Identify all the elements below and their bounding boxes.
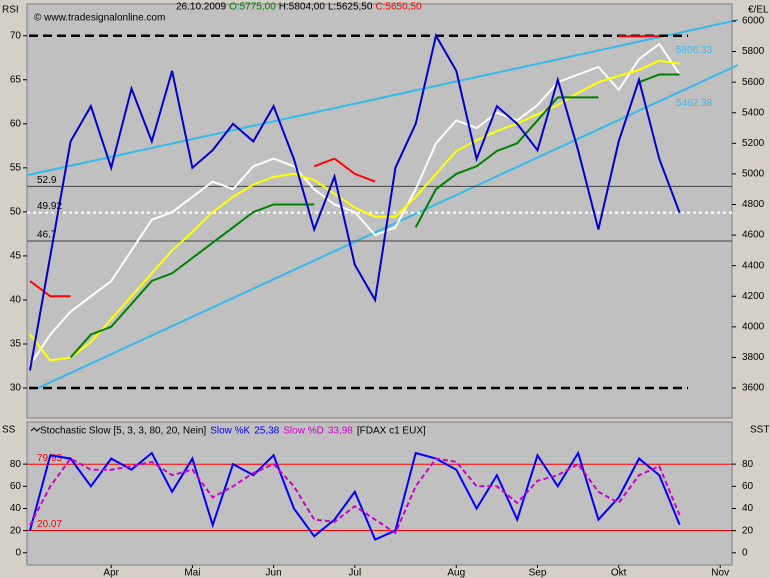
k-legend: Slow %K — [210, 426, 250, 437]
close: C:5650,50 — [375, 2, 422, 13]
series-line — [29, 457, 681, 535]
y2-tick-label: 80 — [742, 459, 754, 470]
series-line — [29, 450, 681, 541]
indicator-title: Stochastic Slow [5, 3, 3, 80, 20, Nein] — [40, 426, 206, 437]
y-tick-label: 45 — [10, 251, 22, 262]
y2-tick-label: 6000 — [742, 16, 765, 27]
y-tick-label: 50 — [10, 207, 22, 218]
y2-tick-label: 4600 — [742, 230, 765, 241]
y-tick-label: 65 — [10, 74, 22, 85]
y2-tick-label: 3800 — [742, 352, 765, 363]
y2-tick-label: 40 — [742, 503, 754, 514]
annotation: 5462.38 — [676, 98, 713, 109]
x-tick-label: Apr — [103, 568, 119, 578]
y2-tick-label: 5800 — [742, 46, 765, 57]
level-label: 20.07 — [37, 519, 62, 530]
y2-tick-label: 4200 — [742, 291, 765, 302]
x-tick-label: Jun — [266, 568, 282, 578]
x-tick-label: Okt — [611, 568, 627, 578]
y-tick-label: 55 — [10, 162, 22, 173]
y-tick-label: 80 — [10, 459, 22, 470]
stochastic-header: Stochastic Slow [5, 3, 3, 80, 20, Nein] … — [40, 426, 426, 437]
x-tick-label: Nov — [711, 568, 729, 578]
y2-axis-label: €/EL — [748, 5, 769, 16]
y-axis-label: RSI — [2, 5, 19, 16]
trend-line — [37, 64, 739, 389]
series-line — [29, 32, 681, 371]
series-line — [29, 35, 660, 298]
price-header: 26.10.2009 O:5775,00 H:5804,00 L:5625,50… — [176, 2, 422, 13]
source: © www.tradesignalonline.com — [34, 13, 165, 24]
date: 26.10.2009 — [176, 2, 226, 13]
y2-tick-label: 0 — [742, 547, 748, 558]
y2-axis-label: SST — [750, 425, 769, 436]
series-line — [69, 73, 680, 359]
x-tick-label: Jul — [348, 568, 361, 578]
d-legend: Slow %D — [283, 426, 324, 437]
level-label: 49.92 — [37, 201, 62, 212]
d-value: 33,98 — [328, 426, 353, 437]
y2-tick-label: 5600 — [742, 77, 765, 88]
low: L:5625,50 — [328, 2, 373, 13]
trend-line — [27, 19, 739, 176]
open: O:5775,00 — [229, 2, 276, 13]
x-tick-label: Sep — [529, 568, 547, 578]
k-value: 25,38 — [254, 426, 279, 437]
y-tick-label: 60 — [10, 481, 22, 492]
level-label: 46.7 — [37, 230, 57, 241]
price-panel — [26, 3, 733, 419]
y-tick-label: 30 — [10, 383, 22, 394]
y2-tick-label: 3600 — [742, 383, 765, 394]
y-axis-label: SS — [2, 425, 16, 436]
y-tick-label: 0 — [15, 547, 21, 558]
y-tick-label: 60 — [10, 118, 22, 129]
y-tick-label: 40 — [10, 295, 22, 306]
high: H:5804,00 — [279, 2, 326, 13]
stochastic-panel — [26, 421, 733, 566]
y2-tick-label: 20 — [742, 525, 754, 536]
instrument: [FDAX c1 EUX] — [357, 426, 426, 437]
y2-tick-label: 4000 — [742, 321, 765, 332]
y-tick-label: 70 — [10, 30, 22, 41]
y2-tick-label: 60 — [742, 481, 754, 492]
y2-tick-label: 4400 — [742, 260, 765, 271]
series-line — [29, 42, 681, 366]
y2-tick-label: 5400 — [742, 107, 765, 118]
annotation: 5806.33 — [676, 45, 713, 56]
level-label: 52.9 — [37, 175, 57, 186]
indicator-icon — [30, 427, 41, 432]
x-tick-label: Mai — [184, 568, 200, 578]
y2-tick-label: 5000 — [742, 169, 765, 180]
y-tick-label: 40 — [10, 503, 22, 514]
y-tick-label: 35 — [10, 339, 22, 350]
y2-tick-label: 4800 — [742, 199, 765, 210]
y2-tick-label: 5200 — [742, 138, 765, 149]
x-tick-label: Aug — [447, 568, 465, 578]
y-tick-label: 20 — [10, 525, 22, 536]
